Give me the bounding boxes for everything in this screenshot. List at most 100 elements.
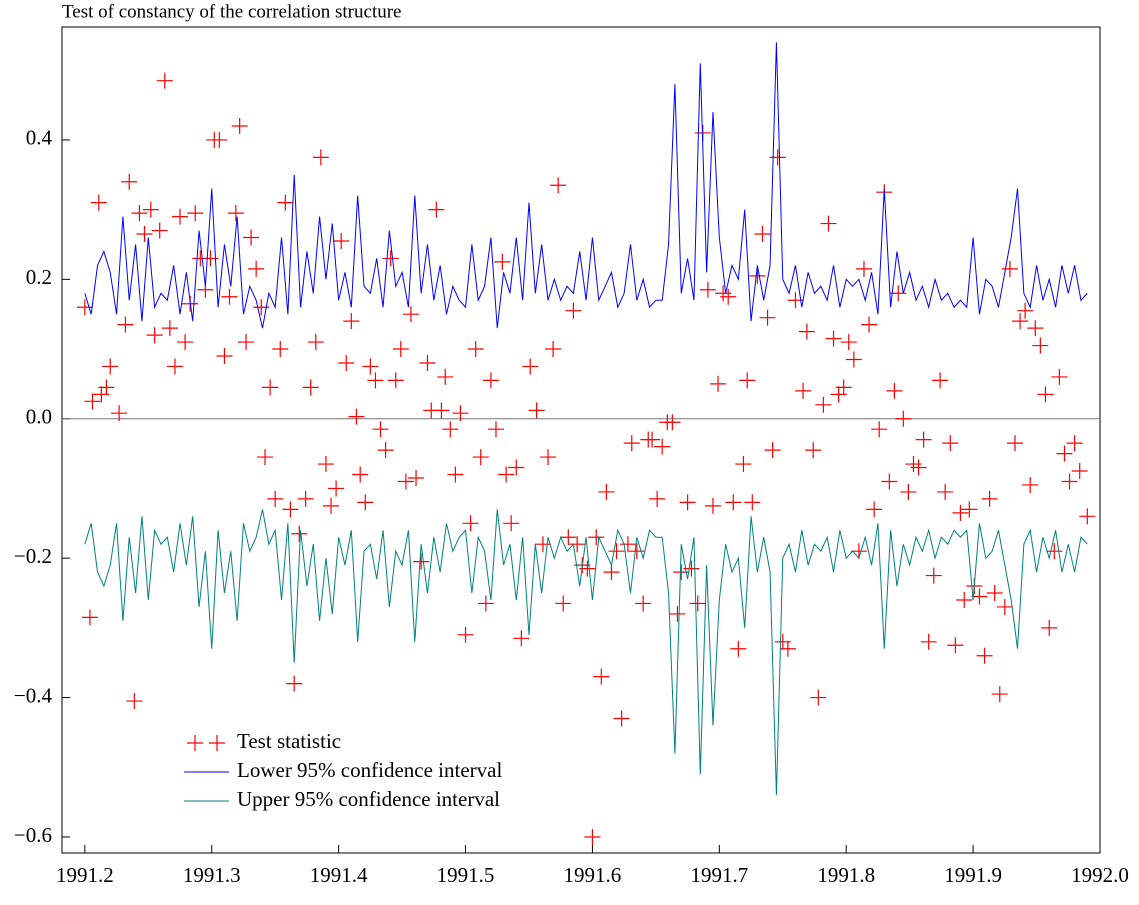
point: [613, 710, 630, 727]
point: [910, 459, 927, 476]
point: [679, 494, 696, 511]
point: [754, 226, 771, 243]
point: [146, 327, 163, 344]
point: [477, 595, 494, 612]
point: [603, 564, 620, 581]
point: [372, 421, 389, 438]
point: [1066, 435, 1083, 452]
point: [795, 382, 812, 399]
point: [1037, 386, 1054, 403]
point: [462, 515, 479, 532]
point: [408, 469, 425, 486]
x-tick-label: 1991.9: [944, 863, 1002, 887]
point: [428, 201, 445, 218]
point: [136, 226, 153, 243]
point: [593, 668, 610, 685]
point: [282, 501, 299, 518]
x-tick-label: 1991.5: [437, 863, 495, 887]
point: [1046, 543, 1063, 560]
point: [286, 675, 303, 692]
point: [377, 442, 394, 459]
point: [815, 396, 832, 413]
point: [845, 351, 862, 368]
legend-label: Lower 95% confidence interval: [237, 758, 502, 782]
point: [550, 177, 567, 194]
point: [720, 288, 737, 305]
point: [1017, 302, 1034, 319]
point: [744, 494, 761, 511]
y-tick-label: −0.2: [14, 544, 52, 568]
point: [1056, 445, 1073, 462]
point: [555, 595, 572, 612]
point: [267, 490, 284, 507]
point: [513, 630, 530, 647]
point: [649, 490, 666, 507]
point: [805, 442, 822, 459]
point: [1079, 508, 1096, 525]
point: [820, 215, 837, 232]
point: [357, 494, 374, 511]
legend-label: Test statistic: [237, 729, 341, 753]
point: [482, 372, 499, 389]
point: [669, 605, 686, 622]
point: [117, 316, 134, 333]
point: [644, 431, 661, 448]
point: [932, 372, 949, 389]
point: [307, 334, 324, 351]
point: [467, 341, 484, 358]
point: [588, 529, 605, 546]
point: [1071, 463, 1088, 480]
point: [111, 405, 128, 422]
point: [227, 205, 244, 222]
point: [472, 449, 489, 466]
point: [437, 368, 454, 385]
point: [522, 358, 539, 375]
point: [248, 260, 265, 277]
point: [1012, 313, 1029, 330]
point: [996, 598, 1013, 615]
point: [861, 316, 878, 333]
point: [1006, 435, 1023, 452]
point: [102, 358, 119, 375]
x-tick-label: 1991.3: [183, 863, 241, 887]
point: [348, 408, 365, 425]
point: [540, 449, 557, 466]
point: [1027, 320, 1044, 337]
point: [598, 483, 615, 500]
point: [886, 382, 903, 399]
point: [937, 483, 954, 500]
point: [810, 689, 827, 706]
point: [534, 536, 551, 553]
point: [317, 456, 334, 473]
point: [825, 330, 842, 347]
point: [619, 536, 636, 553]
point: [419, 354, 436, 371]
point: [442, 421, 459, 438]
point: [628, 543, 645, 560]
point: [237, 334, 254, 351]
point: [297, 490, 314, 507]
point: [769, 149, 786, 166]
point: [397, 473, 414, 490]
point: [243, 229, 260, 246]
point: [161, 320, 178, 337]
point: [635, 595, 652, 612]
point: [487, 421, 504, 438]
point: [1041, 619, 1058, 636]
point: [187, 205, 204, 222]
point: [947, 637, 964, 654]
point: [498, 466, 515, 483]
point: [90, 194, 107, 211]
point: [362, 358, 379, 375]
point: [382, 250, 399, 267]
point: [392, 341, 409, 358]
point: [328, 480, 345, 497]
point: [1061, 473, 1078, 490]
point: [1051, 368, 1068, 385]
point: [172, 208, 189, 225]
x-tick-label: 1991.2: [56, 863, 114, 887]
point: [177, 334, 194, 351]
point: [142, 201, 159, 218]
point: [494, 253, 511, 270]
